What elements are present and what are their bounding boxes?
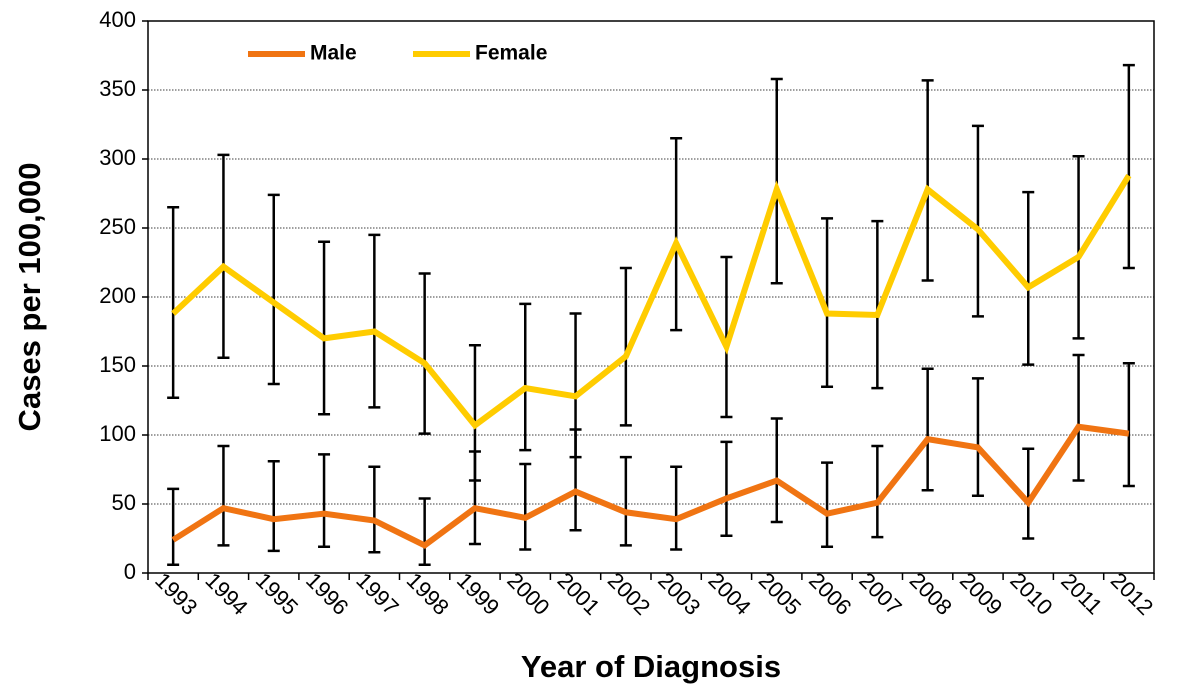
error-bar (821, 461, 834, 549)
series-line (171, 173, 1132, 430)
error-bar (569, 312, 582, 459)
error-bar (720, 440, 733, 537)
y-tick-label: 200 (99, 283, 136, 308)
x-axis-title: Year of Diagnosis (521, 649, 781, 684)
x-tick-label: 2011 (1056, 568, 1107, 619)
error-bar (418, 497, 431, 566)
error-bar (1122, 361, 1135, 488)
error-bar (921, 367, 934, 492)
y-tick-label: 50 (112, 490, 136, 515)
error-bar (921, 79, 934, 282)
x-tick-label: 1994 (200, 568, 252, 620)
error-bar (619, 455, 632, 547)
x-tick-label: 2005 (754, 568, 806, 620)
x-tick-label: 1998 (402, 568, 454, 620)
error-bar (267, 459, 280, 553)
error-bar (468, 344, 481, 482)
series-line (171, 423, 1130, 549)
error-bar (519, 302, 532, 452)
error-bar (318, 240, 331, 416)
x-tick-label: 2008 (905, 568, 957, 620)
x-tick-label: 1997 (351, 568, 403, 620)
x-tick-label: 2003 (653, 568, 705, 620)
error-bar (871, 219, 884, 390)
error-bar (1072, 154, 1085, 340)
x-tick-label: 2000 (502, 568, 554, 620)
y-tick-label: 0 (124, 559, 136, 584)
x-tick-label: 2012 (1106, 568, 1158, 620)
x-tick-label: 1995 (251, 568, 303, 620)
error-bar (619, 266, 632, 427)
x-tick-label: 2006 (804, 568, 856, 620)
error-bar (368, 465, 381, 554)
error-bar (1022, 190, 1035, 366)
error-bar (670, 465, 683, 551)
y-tick-label: 150 (99, 352, 136, 377)
error-bar (770, 417, 783, 524)
error-bar (1022, 447, 1035, 540)
y-tick-label: 400 (99, 7, 136, 32)
x-tick-label: 1993 (150, 568, 202, 620)
error-bar (267, 193, 280, 386)
x-tick-label: 2002 (603, 568, 655, 620)
error-bar (1072, 353, 1085, 482)
legend-label: Male (310, 42, 357, 65)
error-bar (971, 377, 984, 497)
error-bar (368, 233, 381, 409)
x-tick-label: 1996 (301, 568, 353, 620)
x-tick-label: 2001 (553, 568, 605, 620)
error-bar (1122, 63, 1135, 270)
y-axis-title: Cases per 100,000 (12, 163, 47, 432)
x-tick-label: 2010 (1005, 568, 1057, 620)
error-bar (217, 444, 230, 547)
error-bar (318, 453, 331, 549)
y-tick-label: 100 (99, 421, 136, 446)
error-bar (871, 444, 884, 539)
error-bar (418, 272, 431, 435)
x-tick-label: 2009 (955, 568, 1007, 620)
error-bar (821, 217, 834, 388)
legend-label: Female (475, 42, 547, 65)
error-bar (167, 487, 180, 566)
y-tick-label: 350 (99, 76, 136, 101)
error-bar (167, 206, 180, 399)
y-tick-label: 250 (99, 214, 136, 239)
error-bar (670, 137, 683, 332)
x-tick-label: 1999 (452, 568, 504, 620)
error-bar (770, 77, 783, 285)
error-bar (971, 124, 984, 318)
x-tick-label: 2004 (703, 568, 755, 620)
x-tick-label: 2007 (854, 568, 906, 620)
error-bar (217, 153, 230, 359)
y-tick-label: 300 (99, 145, 136, 170)
error-bar (519, 462, 532, 551)
